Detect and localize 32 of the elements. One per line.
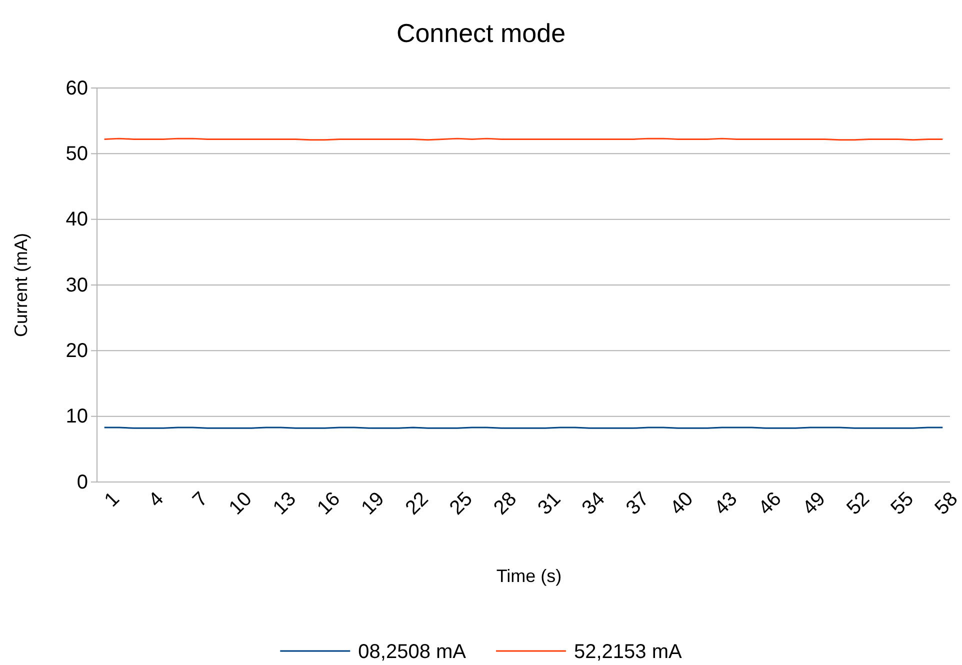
y-tick-label: 0 <box>76 471 88 494</box>
x-tick-label: 7 <box>188 488 212 512</box>
x-tick-label: 58 <box>930 488 962 520</box>
x-tick-label: 19 <box>357 488 389 520</box>
legend-label: 52,2153 mA <box>574 641 683 663</box>
y-tick-label: 10 <box>66 406 88 428</box>
x-tick-label: 52 <box>842 488 874 520</box>
y-tick-label: 60 <box>66 77 88 100</box>
y-tick-label: 30 <box>66 274 88 296</box>
x-tick-label: 10 <box>224 488 256 520</box>
x-tick-label: 28 <box>490 488 521 520</box>
y-tick-label: 50 <box>66 143 88 166</box>
x-tick-label: 49 <box>798 488 830 520</box>
x-tick-label: 46 <box>754 488 786 520</box>
y-axis-title: Current (mA) <box>11 232 31 338</box>
x-tick-label: 37 <box>622 488 654 520</box>
x-tick-label: 31 <box>534 488 566 520</box>
x-tick-label: 25 <box>446 488 477 520</box>
y-tick-label: 20 <box>66 340 88 362</box>
x-tick-label: 4 <box>144 488 168 512</box>
x-tick-label: 16 <box>313 488 345 520</box>
y-tick-label: 40 <box>66 208 88 231</box>
chart-title: Connect mode <box>396 18 566 48</box>
x-tick-label: 40 <box>666 488 698 520</box>
x-tick-label: 22 <box>401 488 433 520</box>
x-tick-label: 43 <box>710 488 742 520</box>
x-tick-label: 13 <box>269 488 300 520</box>
x-tick-label: 34 <box>578 488 610 520</box>
legend-label: 08,2508 mA <box>358 641 467 663</box>
x-tick-label: 55 <box>886 488 918 520</box>
x-axis-title: Time (s) <box>496 566 562 586</box>
x-tick-label: 1 <box>100 488 124 512</box>
